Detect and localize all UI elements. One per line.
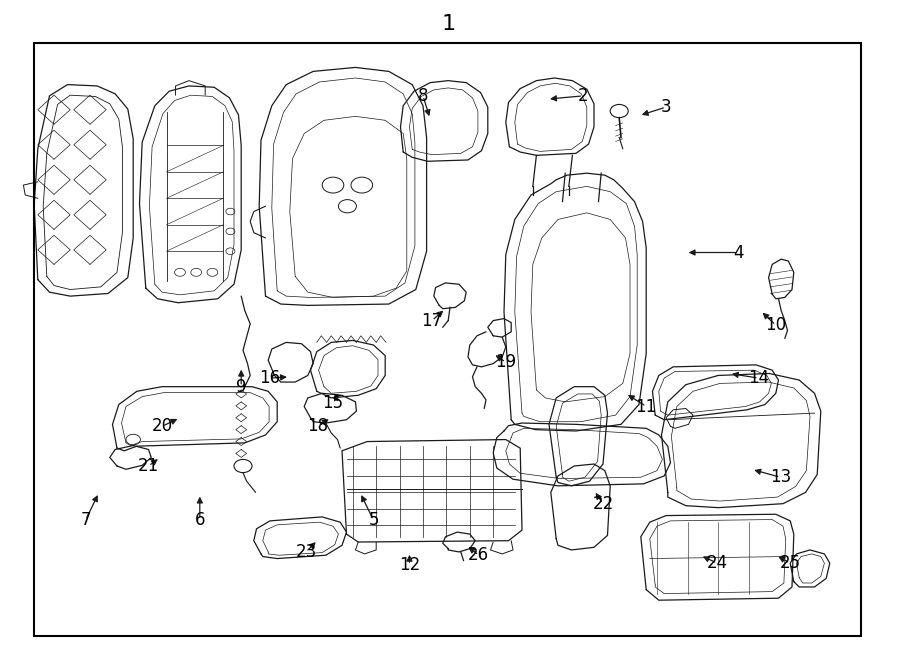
- Text: 18: 18: [307, 417, 328, 436]
- Text: 24: 24: [706, 554, 728, 572]
- Text: 15: 15: [322, 394, 344, 412]
- Text: 19: 19: [495, 353, 517, 371]
- Text: 3: 3: [661, 98, 671, 116]
- Text: 5: 5: [368, 511, 379, 529]
- Text: 4: 4: [733, 243, 743, 262]
- Text: 1: 1: [441, 14, 455, 34]
- Bar: [34, 43, 861, 636]
- Text: 7: 7: [80, 511, 91, 529]
- Text: 2: 2: [578, 87, 589, 105]
- Text: 9: 9: [236, 377, 247, 396]
- Text: 23: 23: [295, 543, 317, 561]
- Text: 8: 8: [418, 87, 428, 105]
- Text: 12: 12: [399, 556, 420, 574]
- Text: 17: 17: [421, 311, 443, 330]
- Text: 21: 21: [138, 457, 159, 475]
- Text: 10: 10: [765, 316, 787, 334]
- Text: 11: 11: [635, 397, 657, 416]
- Text: 13: 13: [770, 468, 791, 486]
- Text: 20: 20: [151, 417, 173, 436]
- Text: 16: 16: [259, 369, 281, 387]
- Text: 26: 26: [468, 546, 490, 564]
- Text: 22: 22: [592, 494, 614, 513]
- Text: 25: 25: [779, 554, 801, 572]
- Text: 6: 6: [194, 511, 205, 529]
- Text: 14: 14: [748, 369, 770, 387]
